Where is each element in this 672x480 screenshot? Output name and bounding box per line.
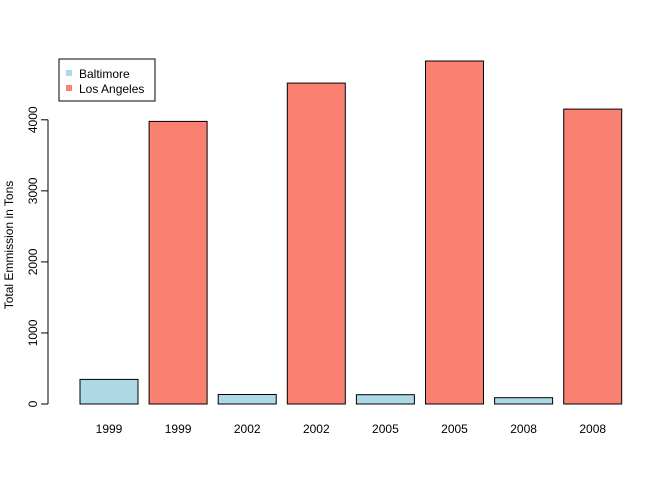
- y-tick-label: 0: [26, 400, 40, 407]
- x-tick-labels: 1999 1999 2002 2002 2005 2005 2008 2008: [96, 422, 607, 436]
- bar-los-angeles-1999: [148, 120, 208, 405]
- y-tick-label: 2000: [26, 248, 40, 275]
- legend-swatch-los-angeles: [66, 85, 72, 91]
- x-tick-label: 2002: [303, 422, 330, 436]
- y-axis: 0 1000 2000 3000 4000: [26, 106, 49, 407]
- y-axis-label: Total Emmission in Tons: [2, 181, 16, 310]
- bar-baltimore-1999: [79, 378, 139, 405]
- x-tick-label: 1999: [165, 422, 192, 436]
- bar-baltimore-2008: [494, 397, 554, 405]
- bar-los-angeles-2005: [425, 60, 484, 405]
- bar-baltimore-2002: [217, 394, 277, 405]
- bar-los-angeles-2002: [286, 82, 346, 405]
- legend: Baltimore Los Angeles: [58, 58, 156, 102]
- y-tick-label: 3000: [26, 177, 40, 204]
- y-tick-label: 4000: [26, 106, 40, 133]
- bars-group: [79, 60, 623, 405]
- x-tick-label: 2002: [234, 422, 261, 436]
- bar-los-angeles-2008: [563, 108, 623, 405]
- x-tick-label: 2008: [579, 422, 606, 436]
- x-tick-label: 2005: [372, 422, 399, 436]
- y-tick-label: 1000: [26, 319, 40, 346]
- legend-swatch-baltimore: [66, 70, 72, 76]
- legend-label-los-angeles: Los Angeles: [79, 82, 144, 96]
- legend-box: [58, 58, 156, 102]
- legend-label-baltimore: Baltimore: [79, 67, 130, 81]
- x-tick-label: 2008: [510, 422, 537, 436]
- x-tick-label: 2005: [441, 422, 468, 436]
- x-tick-label: 1999: [96, 422, 123, 436]
- bar-baltimore-2005: [355, 394, 415, 405]
